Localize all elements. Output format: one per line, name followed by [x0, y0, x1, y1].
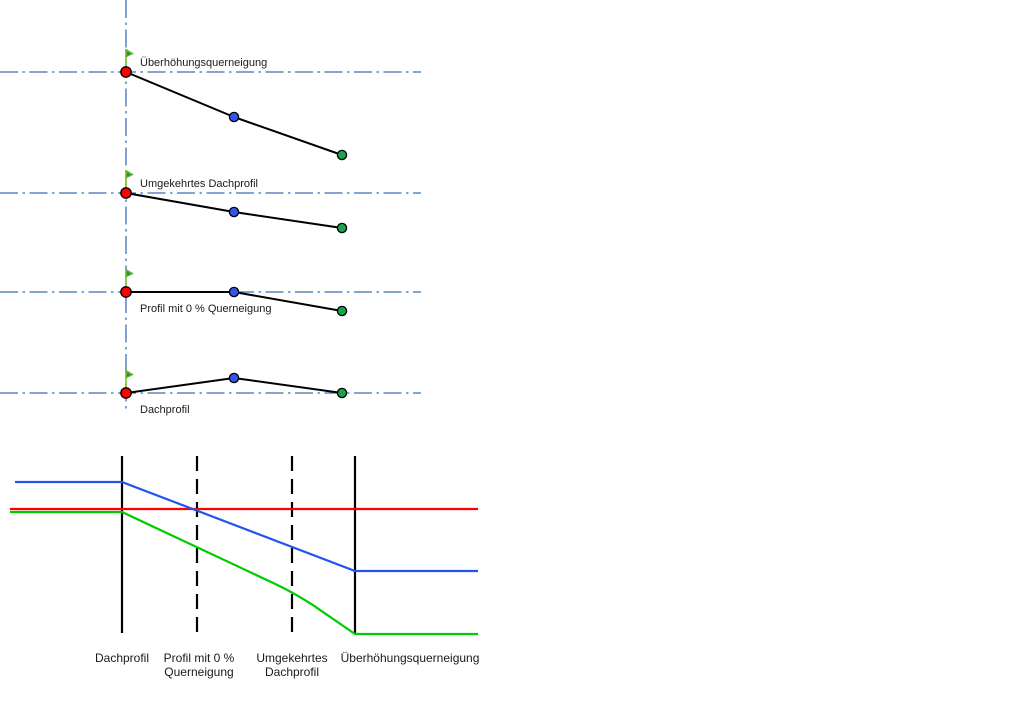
svg-text:Profil mit 0 % Querneigung: Profil mit 0 % Querneigung: [140, 303, 271, 315]
svg-text:Dachprofil: Dachprofil: [95, 651, 149, 665]
svg-text:Überhöhungsquerneigung: Überhöhungsquerneigung: [140, 57, 267, 69]
svg-text:Dachprofil: Dachprofil: [265, 665, 319, 679]
svg-text:Umgekehrtes Dachprofil: Umgekehrtes Dachprofil: [140, 178, 258, 190]
svg-text:Überhöhungsquerneigung: Überhöhungsquerneigung: [341, 651, 480, 665]
svg-text:Querneigung: Querneigung: [164, 665, 233, 679]
svg-text:Dachprofil: Dachprofil: [140, 404, 190, 416]
svg-text:Profil mit 0 %: Profil mit 0 %: [164, 651, 235, 665]
svg-text:Umgekehrtes: Umgekehrtes: [256, 651, 327, 665]
